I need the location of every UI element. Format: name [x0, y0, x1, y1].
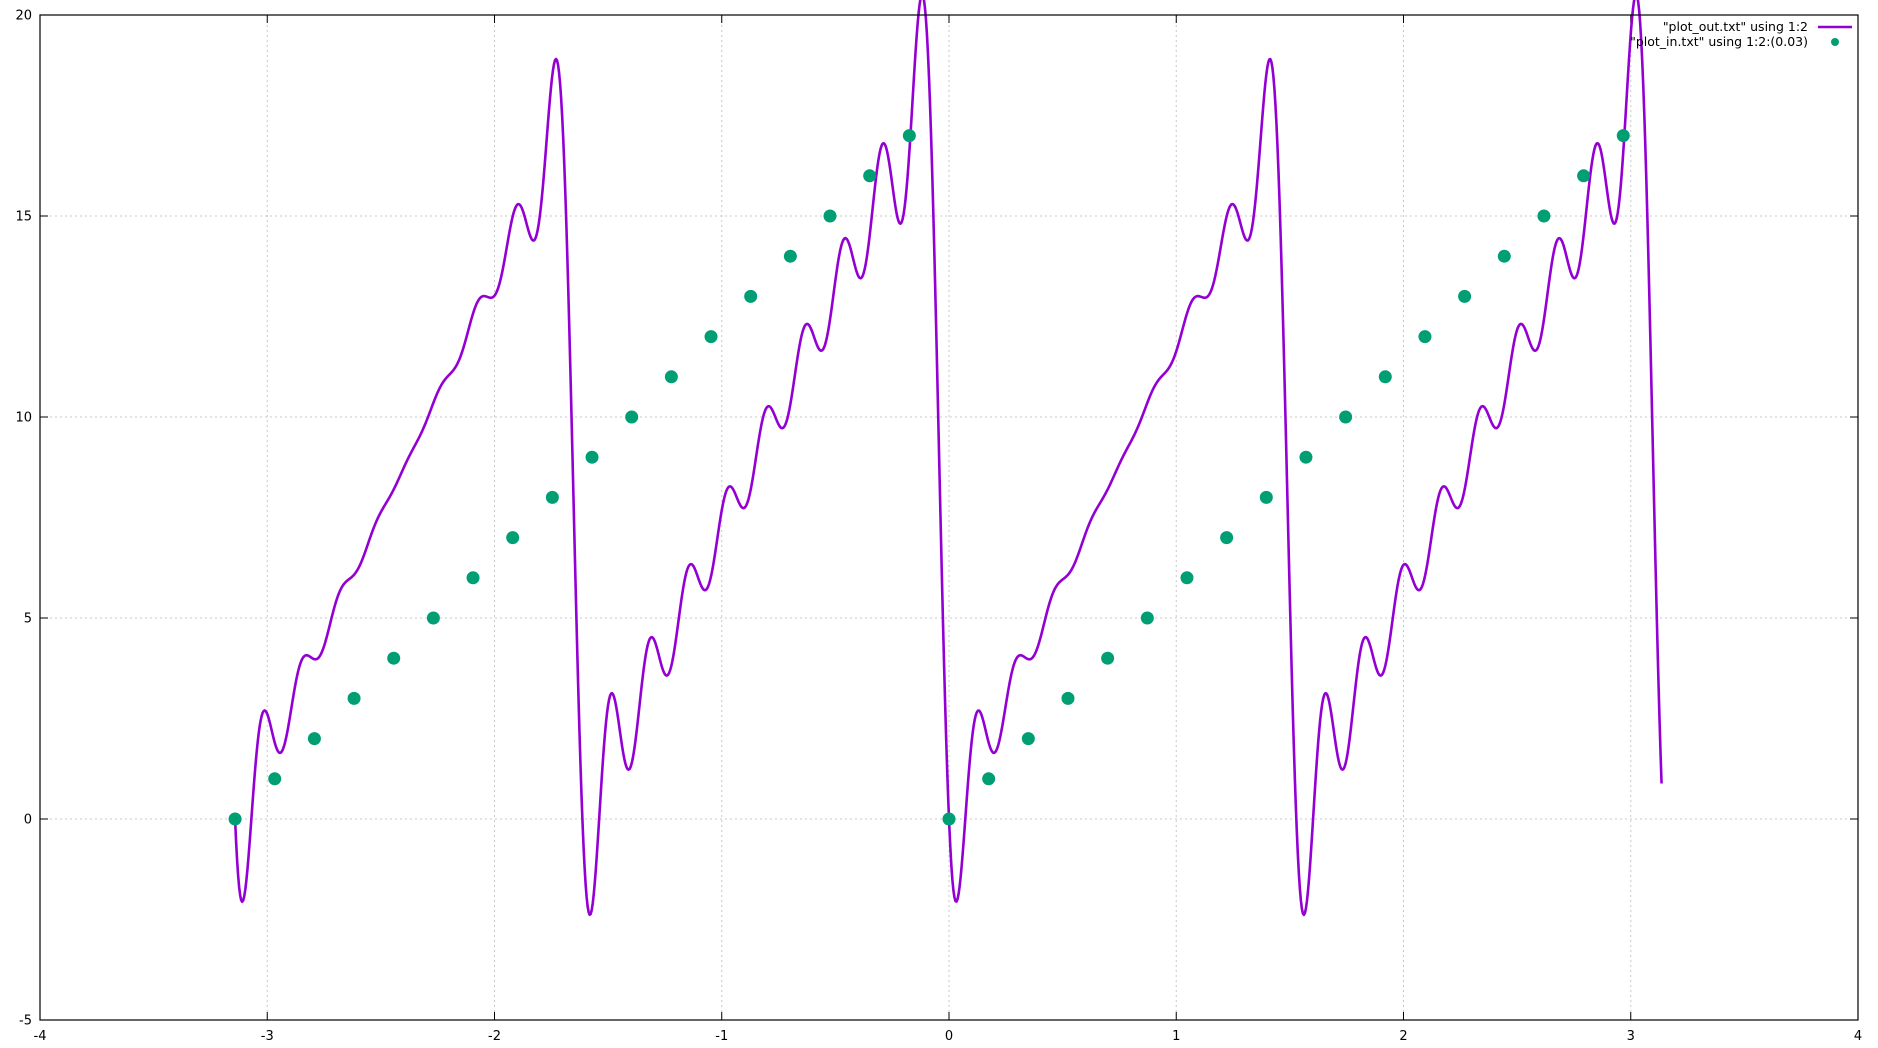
- y-tick-label: -5: [19, 1014, 32, 1029]
- x-tick-label: -2: [488, 1029, 501, 1044]
- y-tick-label: 0: [24, 813, 32, 828]
- data-point: [307, 732, 321, 746]
- x-tick-label: 4: [1854, 1029, 1862, 1044]
- data-point: [744, 289, 758, 303]
- data-point: [982, 772, 996, 786]
- legend: "plot_out.txt" using 1:2 "plot_in.txt" u…: [1630, 19, 1852, 49]
- data-point: [1299, 450, 1313, 464]
- data-point: [1339, 410, 1353, 424]
- data-point: [1497, 249, 1511, 263]
- x-tick-label: 2: [1399, 1029, 1407, 1044]
- grid: [40, 15, 1858, 1020]
- legend-entry-line: "plot_out.txt" using 1:2: [1663, 19, 1808, 34]
- data-point: [426, 611, 440, 625]
- x-tick-label: -3: [261, 1029, 274, 1044]
- y-tick-label: 10: [15, 411, 32, 426]
- legend-entry-points: "plot_in.txt" using 1:2:(0.03): [1630, 34, 1808, 49]
- data-point: [704, 330, 718, 344]
- data-point: [1259, 490, 1273, 504]
- data-point: [1140, 611, 1154, 625]
- legend-swatch-point: [1831, 38, 1839, 46]
- data-point: [545, 490, 559, 504]
- data-point: [1180, 571, 1194, 585]
- plot-frame: [39, 14, 1859, 1021]
- data-point: [625, 410, 639, 424]
- data-point: [228, 812, 242, 826]
- data-point: [1220, 531, 1234, 545]
- x-tick-label: 3: [1627, 1029, 1635, 1044]
- data-point: [1061, 691, 1075, 705]
- data-point: [1616, 129, 1630, 143]
- data-point: [902, 129, 916, 143]
- data-point: [1537, 209, 1551, 223]
- axis-ticks: -4 -3 -2 -1 0 1 2 3 4 -5 0 5 10 15 20: [15, 9, 1862, 1045]
- data-point: [1458, 289, 1472, 303]
- data-point: [1021, 732, 1035, 746]
- data-point: [823, 209, 837, 223]
- data-point: [1418, 330, 1432, 344]
- data-point: [664, 370, 678, 384]
- data-point: [942, 812, 956, 826]
- data-point: [466, 571, 480, 585]
- y-tick-label: 5: [24, 612, 32, 627]
- x-tick-label: 1: [1172, 1029, 1180, 1044]
- points-layer: [228, 129, 1630, 826]
- series-line-plot-out: [233, 0, 1663, 917]
- x-tick-label: 0: [945, 1029, 953, 1044]
- data-point: [863, 169, 877, 183]
- y-tick-label: 20: [15, 9, 32, 24]
- data-point: [1378, 370, 1392, 384]
- x-tick-label: -1: [715, 1029, 728, 1044]
- x-tick-label: -4: [34, 1029, 47, 1044]
- data-point: [506, 531, 520, 545]
- y-tick-label: 15: [15, 210, 32, 225]
- data-point: [268, 772, 282, 786]
- data-point: [783, 249, 797, 263]
- data-point: [585, 450, 599, 464]
- data-point: [1101, 651, 1115, 665]
- curve-layer: [233, 0, 1663, 917]
- data-point: [387, 651, 401, 665]
- data-point: [1577, 169, 1591, 183]
- data-point: [347, 691, 361, 705]
